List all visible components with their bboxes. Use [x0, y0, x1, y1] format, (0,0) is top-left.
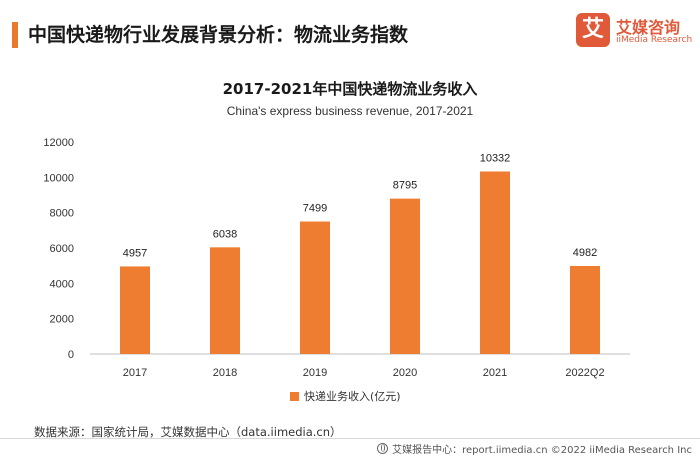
data-label: 4982 — [573, 247, 597, 259]
x-tick-label: 2022Q2 — [565, 367, 604, 379]
bar — [480, 171, 510, 354]
data-source-note: 数据来源：国家统计局，艾媒数据中心（data.iimedia.cn） — [34, 425, 342, 439]
data-label: 4957 — [123, 247, 147, 259]
footer-divider — [0, 438, 700, 439]
footer-credit-text: 艾媒报告中心：report.iimedia.cn ©2022 iiMedia R… — [392, 445, 692, 456]
chart-title: 2017-2021年中国快递物流业务收入 — [222, 80, 478, 98]
chart-subtitle: China's express business revenue, 2017-2… — [226, 104, 474, 118]
x-tick-label: 2021 — [483, 367, 507, 379]
x-tick-label: 2020 — [393, 367, 417, 379]
bar — [120, 266, 150, 354]
legend-swatch — [290, 391, 299, 401]
page-title: 中国快递物行业发展背景分析：物流业务指数 — [28, 24, 409, 46]
y-tick-label: 10000 — [43, 172, 74, 184]
bar — [570, 265, 600, 354]
brand-logo: 艾 艾媒咨询 iiMedia Research — [576, 13, 696, 55]
y-tick-label: 2000 — [50, 314, 74, 326]
y-tick-label: 12000 — [43, 137, 74, 149]
bar-chart: 0 2000 4000 6000 8000 10000 12000 4957 2017 6038 2… — [43, 137, 630, 379]
bar — [210, 247, 240, 354]
logo-subtitle: iiMedia Research — [616, 35, 693, 45]
globe-icon — [377, 443, 389, 454]
header-accent-bar — [12, 22, 18, 48]
y-tick-label: 0 — [68, 349, 74, 361]
data-label: 8795 — [393, 180, 417, 192]
x-tick-label: 2019 — [303, 367, 327, 379]
data-label: 6038 — [213, 228, 237, 240]
legend-label: 快递业务收入(亿元) — [304, 390, 401, 403]
data-label: 7499 — [303, 203, 327, 215]
y-tick-label: 6000 — [50, 243, 74, 255]
bar — [390, 198, 420, 354]
chart-legend: 快递业务收入(亿元) — [290, 388, 401, 404]
y-tick-label: 8000 — [50, 208, 74, 220]
y-tick-label: 4000 — [50, 278, 74, 290]
x-tick-label: 2018 — [213, 367, 237, 379]
bar — [300, 221, 330, 354]
data-label: 10332 — [480, 152, 511, 164]
footer-credit: 艾媒报告中心：report.iimedia.cn ©2022 iiMedia R… — [377, 441, 692, 456]
x-tick-label: 2017 — [123, 367, 147, 379]
logo-mark: 艾 — [576, 13, 610, 47]
logo-name: 艾媒咨询 — [616, 18, 681, 37]
